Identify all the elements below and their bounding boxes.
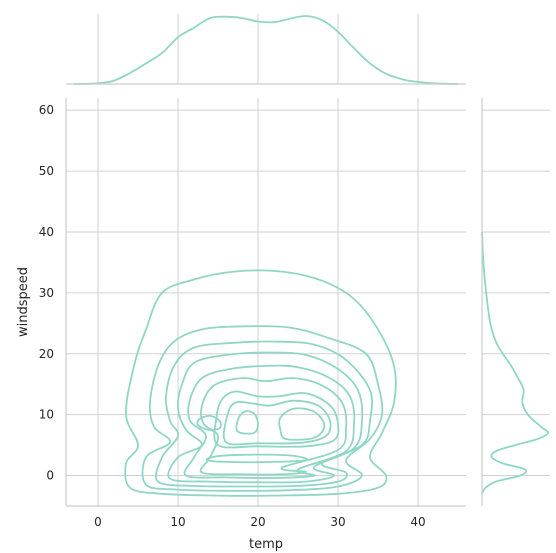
kde-contour-level (167, 351, 364, 484)
y-tick-label: 50 (39, 164, 54, 178)
y-tick-label: 20 (39, 347, 54, 361)
x-marginal-density-curve (73, 15, 459, 85)
kde-contour-level (141, 325, 384, 492)
kde-contour-level (235, 410, 259, 435)
kde-contour-level (222, 399, 332, 446)
x-tick-label: 10 (170, 515, 185, 529)
x-tick-label: 0 (94, 515, 102, 529)
kde-contour-level (199, 377, 348, 476)
right-marginal-grid (482, 109, 550, 477)
y-marginal-density-curve (481, 231, 549, 495)
joint-plot-grid (66, 98, 466, 506)
x-tick-labels: 0 10 20 30 40 (94, 515, 425, 529)
kde-contour-level (213, 390, 340, 449)
y-tick-label: 10 (39, 408, 54, 422)
y-tick-label: 60 (39, 103, 54, 117)
x-tick-label: 20 (250, 515, 265, 529)
y-tick-label: 40 (39, 225, 54, 239)
top-marginal-grid (97, 14, 419, 84)
axis-spines (65, 83, 483, 507)
y-tick-label: 0 (46, 469, 54, 483)
kde-contour-level (196, 414, 222, 431)
kde-contour-level (278, 407, 326, 441)
x-tick-label: 30 (330, 515, 345, 529)
kde-contour-level (124, 269, 397, 497)
y-tick-label: 30 (39, 286, 54, 300)
kde-contour-level (155, 340, 374, 488)
kde-contour-level (205, 453, 309, 464)
kde-contour-level (183, 364, 356, 479)
right-marginal-kde (481, 231, 549, 495)
x-tick-label: 40 (410, 515, 425, 529)
joint-kde-contours (124, 269, 397, 497)
y-axis-label: windspeed (16, 267, 31, 337)
x-axis-label: temp (249, 537, 283, 552)
top-marginal-kde (73, 15, 459, 85)
y-tick-labels: 0 10 20 30 40 50 60 (39, 103, 54, 482)
